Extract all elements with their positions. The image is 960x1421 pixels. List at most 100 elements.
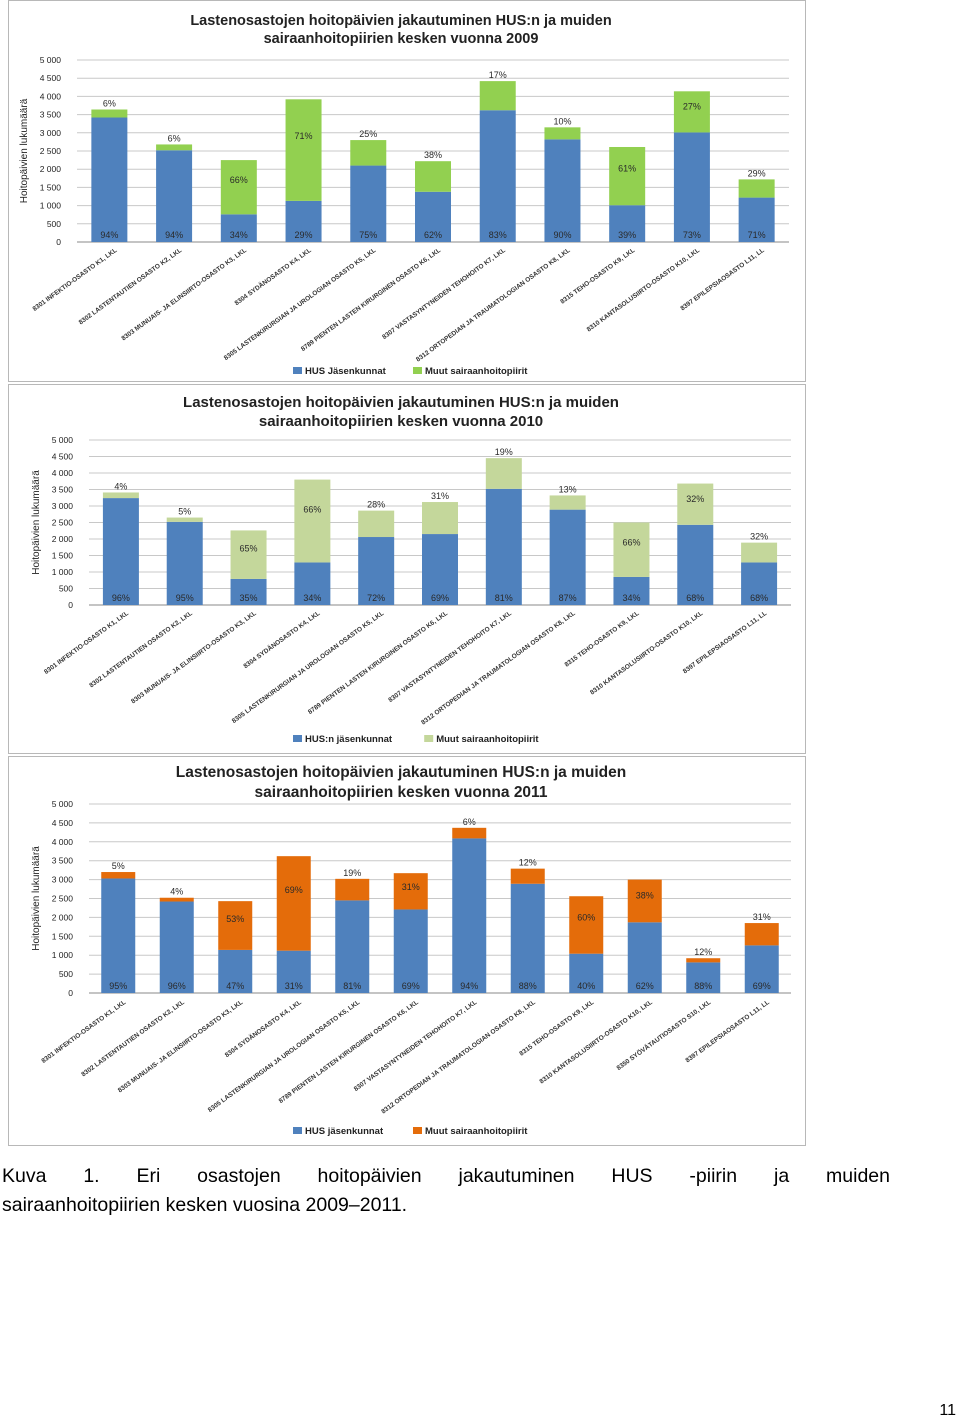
category-label: 8310 KANTASOLUSIIRTO-OSASTO K10, LKL (586, 247, 701, 334)
category-label: 8307 VASTASYNTYNEIDEN TEHOHOITO K7, LKL (387, 610, 513, 704)
page-number: 11 (939, 1402, 956, 1419)
data-label: 38% (636, 891, 654, 901)
y-tick-label: 1 000 (52, 567, 74, 577)
legend-label: Muut sairaanhoitopiirit (436, 734, 539, 745)
bar-segment (479, 81, 516, 111)
y-tick-label: 5 000 (52, 799, 74, 809)
data-label: 34% (230, 230, 248, 240)
legend-label: HUS jäsenkunnat (305, 1126, 384, 1137)
data-label: 17% (489, 70, 507, 80)
bar-segment (285, 99, 322, 201)
y-tick-label: 1 500 (40, 182, 62, 192)
bar-segment (166, 517, 203, 522)
bar-segment (294, 562, 331, 605)
bar-segment (738, 197, 775, 242)
bar-segment (358, 537, 395, 605)
data-label: 25% (359, 129, 377, 139)
y-tick-label: 4 500 (40, 73, 62, 83)
data-label: 31% (402, 882, 420, 892)
legend-swatch (413, 367, 422, 374)
bar-segment (159, 901, 194, 993)
chart-2011: Lastenosastojen hoitopäivien jakautumine… (8, 756, 806, 1146)
bar-segment (452, 838, 487, 993)
category-label: 8303 MUNUAIS- JA ELINSIIRTO-OSASTO K3, L… (130, 610, 258, 705)
data-label: 32% (686, 494, 704, 504)
y-tick-label: 2 500 (52, 894, 74, 904)
data-label: 69% (402, 981, 420, 991)
data-label: 60% (577, 912, 595, 922)
data-label: 94% (100, 230, 118, 240)
data-label: 95% (176, 593, 194, 603)
bar-segment (549, 509, 586, 605)
bar-segment (569, 896, 604, 954)
data-label: 39% (618, 230, 636, 240)
data-label: 73% (683, 230, 701, 240)
bar-segment (544, 127, 581, 140)
data-label: 62% (424, 230, 442, 240)
category-label: 8789 PIENTEN LASTEN KIRURGINEN OSASTO K6… (307, 610, 449, 716)
bar-segment (285, 200, 322, 242)
data-label: 72% (367, 593, 385, 603)
category-label: 8303 MUNUAIS- JA ELINSIIRTO-OSASTO K3, L… (120, 247, 248, 342)
bar-segment (744, 923, 779, 946)
bar-segment (220, 160, 257, 215)
data-label: 4% (170, 887, 183, 897)
y-tick-label: 3 000 (52, 501, 74, 511)
bar-segment (673, 132, 710, 242)
y-tick-label: 0 (68, 988, 73, 998)
data-label: 96% (168, 981, 186, 991)
data-label: 6% (463, 817, 476, 827)
y-tick-label: 500 (47, 219, 61, 229)
y-tick-label: 1 000 (40, 201, 62, 211)
bar-segment (673, 91, 710, 133)
legend-label: HUS:n jäsenkunnat (305, 734, 393, 745)
chart-title-line2: sairaanhoitopiirien kesken vuonna 2010 (259, 413, 543, 430)
bar-segment (613, 576, 650, 605)
bar-segment (393, 873, 428, 910)
data-label: 68% (750, 593, 768, 603)
y-tick-label: 2 000 (52, 912, 74, 922)
bar-segment (510, 868, 545, 884)
bar-segment (452, 827, 487, 839)
bar-segment (220, 214, 257, 242)
data-label: 96% (112, 593, 130, 603)
chart-title-line1: Lastenosastojen hoitopäivien jakautumine… (183, 394, 619, 411)
bar-segment (294, 479, 331, 563)
y-tick-label: 0 (68, 600, 73, 610)
category-label: 8310 KANTASOLUSIIRTO-OSASTO K10, LKL (589, 610, 704, 697)
y-tick-label: 1 500 (52, 931, 74, 941)
bar-segment (686, 958, 721, 963)
bar-segment (156, 150, 193, 242)
y-axis-label: Hoitopäivien lukumäärä (31, 470, 42, 575)
data-label: 32% (750, 532, 768, 542)
bar-segment (485, 488, 522, 605)
bar-segment (102, 498, 139, 605)
chart-title-line2: sairaanhoitopiirien kesken vuonna 2011 (255, 784, 548, 801)
data-label: 12% (694, 947, 712, 957)
bar-segment (627, 922, 662, 993)
bar-segment (393, 909, 428, 993)
data-label: 27% (683, 102, 701, 112)
bar-segment (335, 878, 370, 901)
data-label: 35% (240, 593, 258, 603)
data-label: 31% (753, 912, 771, 922)
bar-segment (549, 495, 586, 510)
legend-label: Muut sairaanhoitopiirit (425, 1126, 528, 1137)
data-label: 31% (285, 981, 303, 991)
bar-segment (569, 953, 604, 993)
bar-segment (230, 530, 267, 579)
data-label: 61% (618, 163, 636, 173)
bar-segment (544, 139, 581, 242)
category-label: 8307 VASTASYNTYNEIDEN TEHOHOITO K7, LKL (381, 247, 507, 341)
figure-caption-line1: Kuva 1. Eri osastojen hoitopäivien jakau… (2, 1165, 890, 1187)
y-tick-label: 3 500 (52, 856, 74, 866)
bar-segment (479, 110, 516, 243)
y-tick-label: 3 500 (40, 110, 62, 120)
bar-segment (415, 161, 451, 192)
y-tick-label: 500 (59, 584, 73, 594)
category-label: 8315 TEHO-OSASTO K9, LKL (559, 247, 636, 306)
y-tick-label: 2 500 (52, 518, 74, 528)
bar-segment (422, 502, 458, 535)
data-label: 71% (295, 131, 313, 141)
y-tick-label: 2 000 (40, 164, 62, 174)
